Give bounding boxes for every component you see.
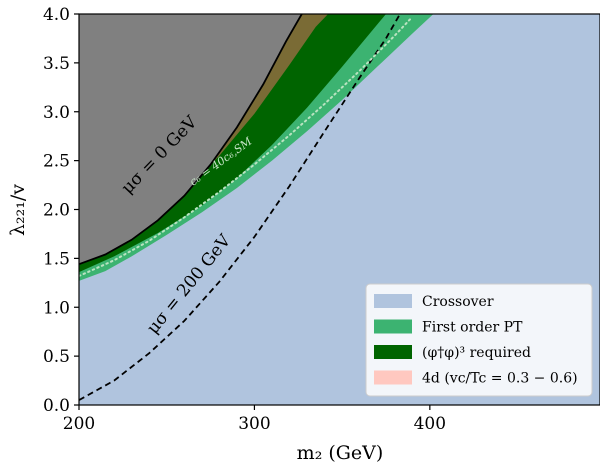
axis-tick-labels: 200 300 400 0.0 0.5 1.0 1.5 2.0 2.5 3.0 3.5 4.0 [43,5,446,434]
legend-swatch-first-order-pt [374,319,412,334]
y-tick-label: 0.5 [43,347,70,367]
legend-box [365,283,593,397]
legend: Crossover First order PT (φ†φ)³ required 4d… [365,283,593,397]
mu-sigma-200-curve [79,14,401,401]
x-tick-label: 400 [414,414,446,434]
y-tick-label: 2.5 [43,152,70,172]
y-tick-label: 2.0 [43,201,70,221]
mu-sigma-0-curve [79,14,303,266]
legend-label-4d-vc-tc-0-3-0-6: 4d (vc/Tc = 0.3 − 0.6) [422,371,578,387]
y-tick-label: 1.0 [43,298,70,318]
legend-swatch-4d-vc-tc-0-3-0-6 [374,370,412,385]
region-excluded-4 [79,14,302,265]
legend-swatch-required [374,345,412,359]
x-tick-label: 200 [63,414,95,434]
y-tick-label: 1.5 [43,249,70,269]
plot-lines [79,14,414,401]
c6-dotted-curve [79,15,414,277]
x-tick-label: 300 [238,414,270,434]
y-tick-label: 4.0 [43,5,70,25]
legend-label-crossover: Crossover [422,294,494,310]
legend-label-required: (φ†φ)³ required [422,345,531,361]
plot-regions [79,14,600,405]
x-axis-title: m₂ (GeV) [297,442,384,464]
axis-ticks [74,13,431,410]
y-tick-label: 0.0 [43,396,70,416]
y-tick-label: 3.0 [43,103,70,123]
legend-swatch-crossover [374,294,412,308]
legend-label-first-order-pt: First order PT [422,320,523,336]
y-axis-title: λ₂₂₁/v [7,184,29,236]
y-tick-label: 3.5 [43,54,70,74]
